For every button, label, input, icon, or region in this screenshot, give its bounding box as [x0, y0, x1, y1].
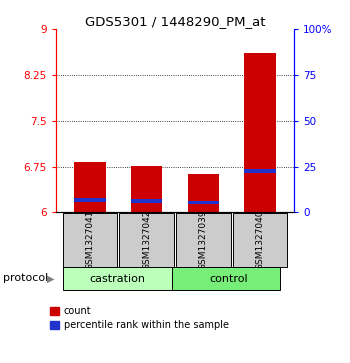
Text: GSM1327040: GSM1327040: [256, 210, 265, 270]
Bar: [244, 53, 275, 212]
Bar: [244, 169, 275, 173]
Bar: [63, 213, 117, 267]
Text: GSM1327039: GSM1327039: [199, 209, 208, 270]
Bar: [172, 267, 280, 290]
Bar: [75, 162, 106, 212]
Bar: [119, 213, 174, 267]
Bar: [188, 175, 219, 212]
Title: GDS5301 / 1448290_PM_at: GDS5301 / 1448290_PM_at: [85, 15, 265, 28]
Bar: [131, 166, 162, 212]
Text: ▶: ▶: [47, 273, 54, 284]
Legend: count, percentile rank within the sample: count, percentile rank within the sample: [50, 306, 229, 330]
Bar: [63, 267, 172, 290]
Text: GSM1327041: GSM1327041: [85, 210, 94, 270]
Text: GSM1327042: GSM1327042: [142, 210, 151, 270]
Bar: [131, 199, 162, 203]
Bar: [75, 198, 106, 202]
Text: protocol: protocol: [4, 273, 49, 284]
Bar: [233, 213, 287, 267]
Text: control: control: [209, 274, 247, 284]
Bar: [176, 213, 231, 267]
Bar: [188, 201, 219, 204]
Text: castration: castration: [89, 274, 145, 284]
